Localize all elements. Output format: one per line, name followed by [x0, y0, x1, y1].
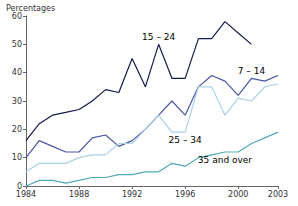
- svg-text:1984: 1984: [16, 190, 36, 199]
- svg-text:1996: 1996: [175, 190, 195, 199]
- svg-text:2000: 2000: [228, 190, 248, 199]
- svg-text:50: 50: [12, 40, 22, 49]
- svg-text:60: 60: [12, 12, 22, 21]
- svg-text:7 – 14: 7 – 14: [238, 66, 266, 76]
- svg-text:0: 0: [16, 181, 22, 191]
- svg-text:1988: 1988: [69, 190, 89, 199]
- svg-text:Percentages: Percentages: [6, 3, 56, 13]
- svg-text:25 – 34: 25 – 34: [169, 135, 202, 145]
- svg-text:10: 10: [12, 153, 22, 162]
- svg-text:2003: 2003: [268, 190, 288, 199]
- svg-text:15 – 24: 15 – 24: [142, 32, 175, 42]
- svg-text:40: 40: [12, 68, 22, 77]
- svg-text:30: 30: [12, 97, 22, 106]
- svg-text:20: 20: [12, 125, 22, 134]
- svg-text:35 and over: 35 and over: [198, 155, 252, 165]
- svg-text:1992: 1992: [122, 190, 142, 199]
